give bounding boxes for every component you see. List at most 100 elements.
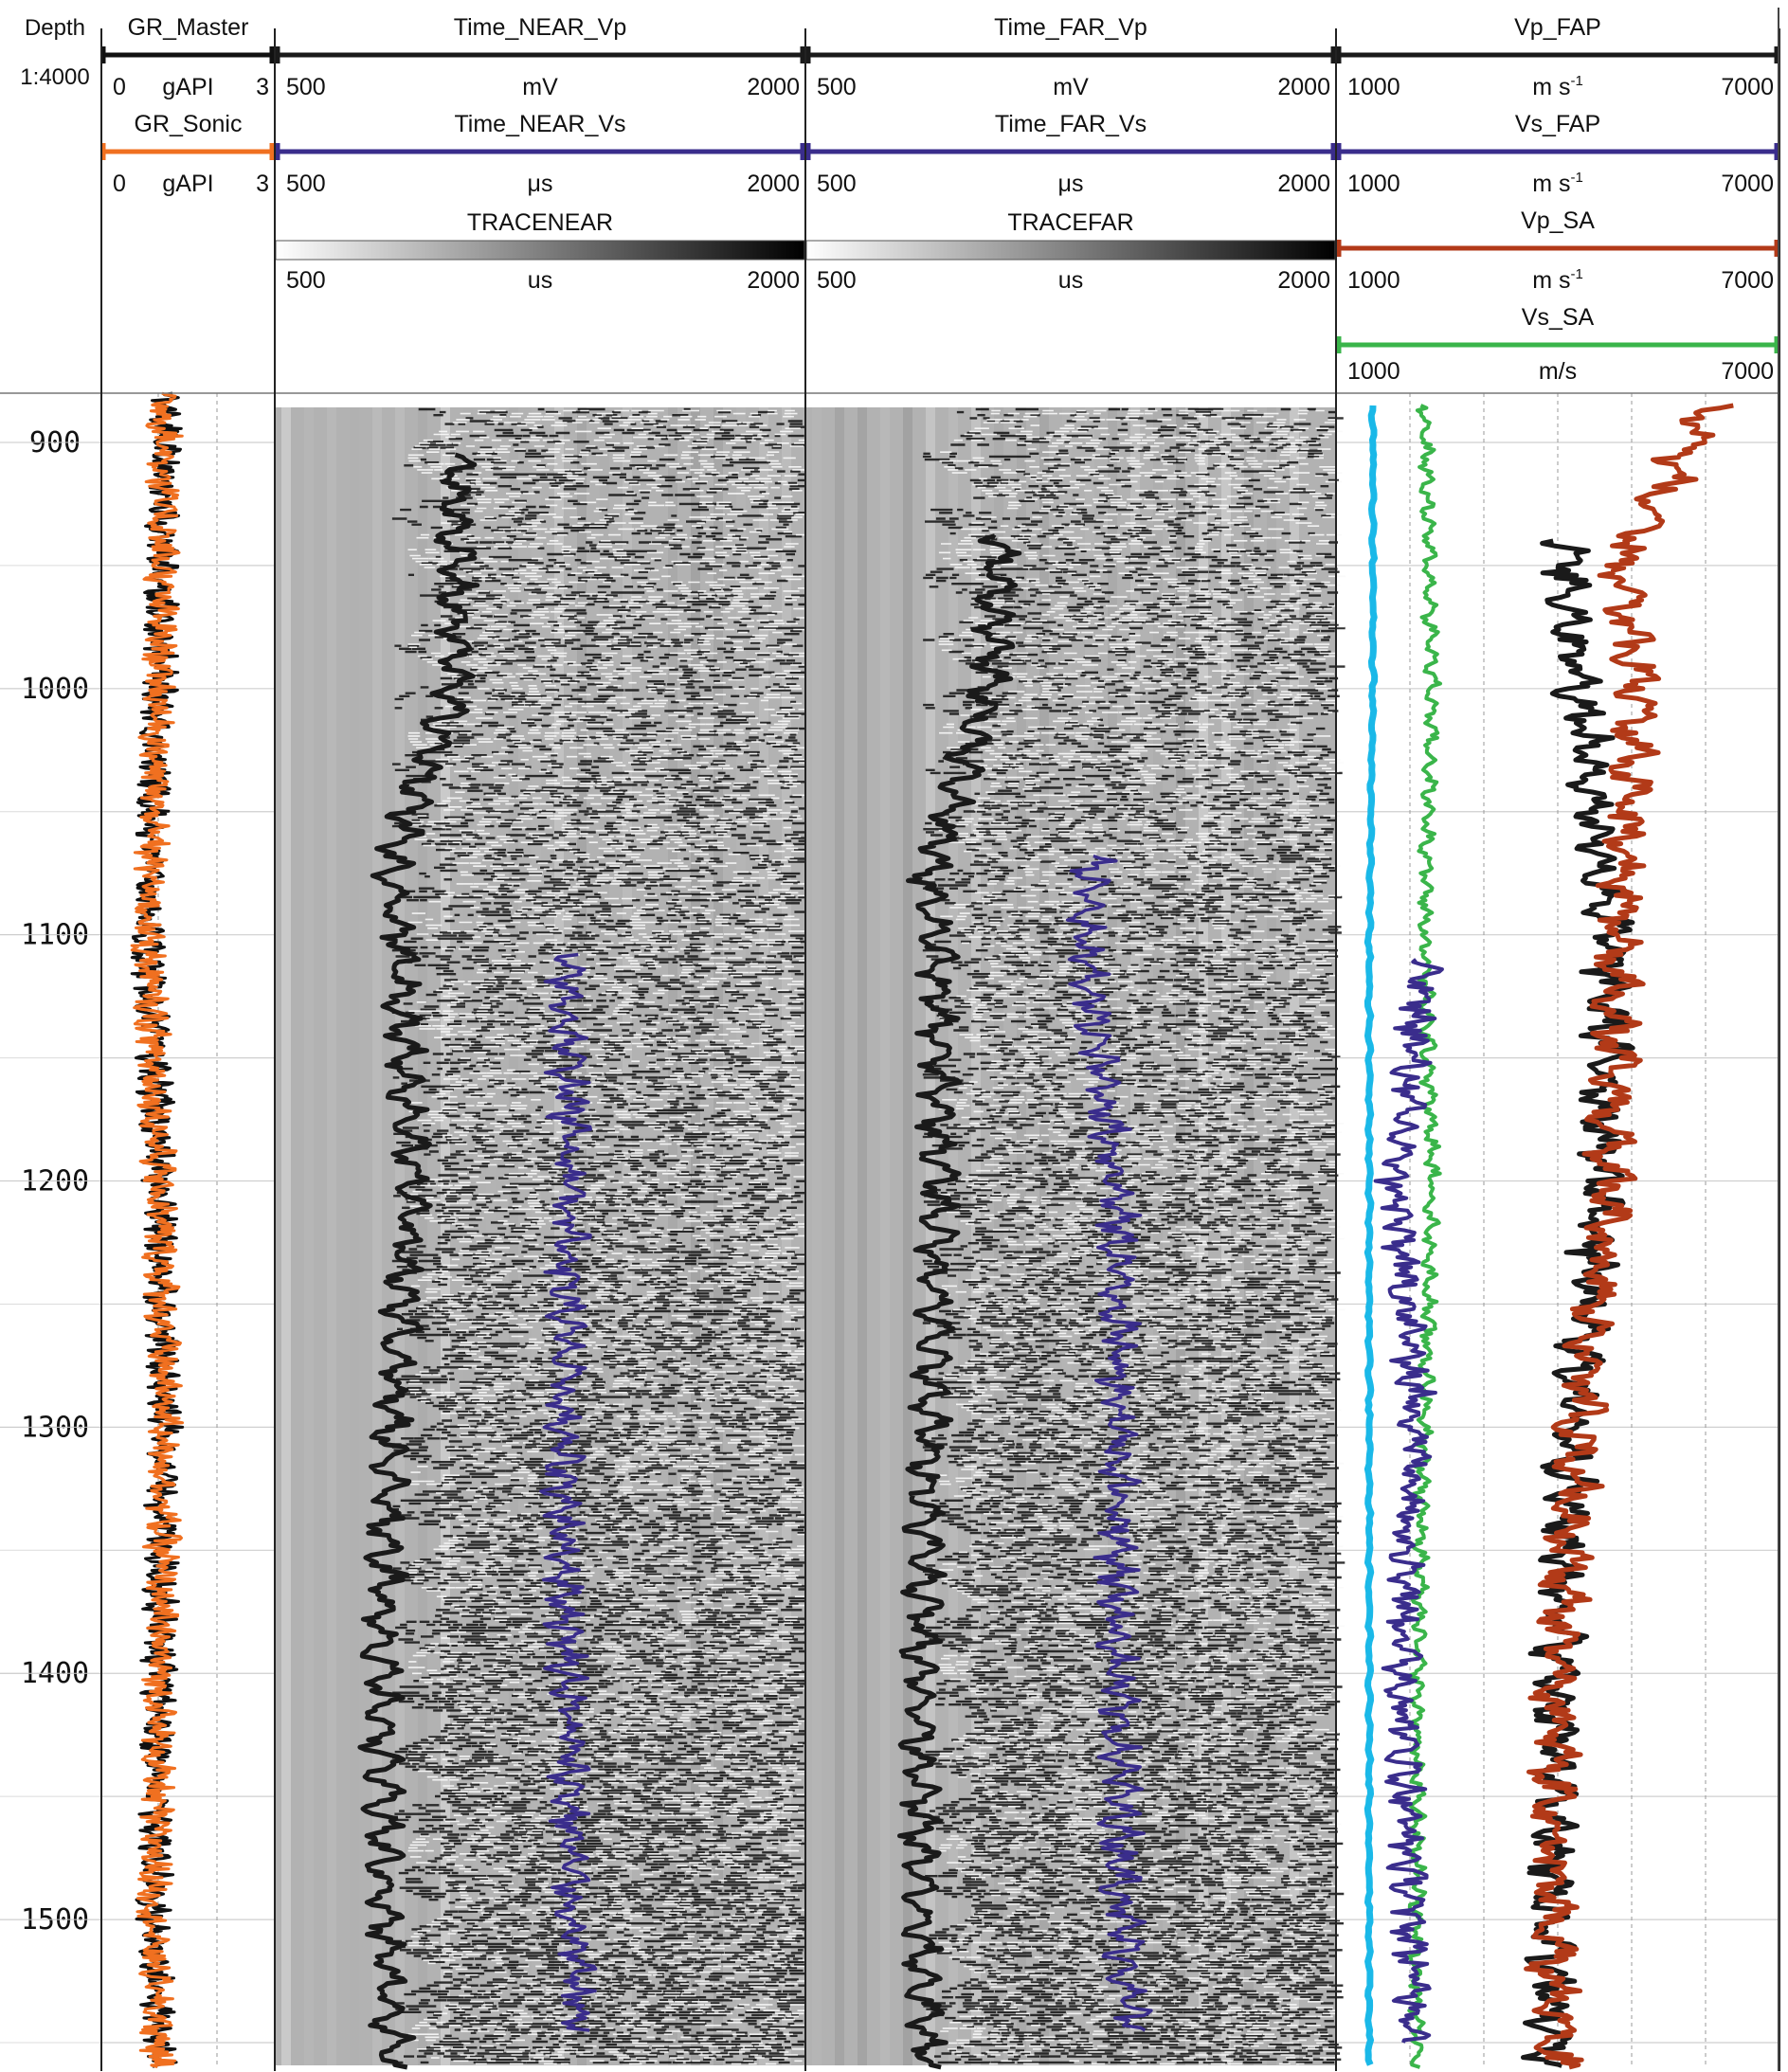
image-min-label: 500 <box>286 267 326 294</box>
curve-unit-label: μs <box>528 171 553 197</box>
seismic-reflections-light <box>938 409 1346 2065</box>
curve-min-label: 500 <box>286 171 326 197</box>
curve-header-time-near-vp: Time_NEAR_Vp 500 2000 mV <box>275 14 805 100</box>
curve-time-far-vs <box>1065 854 1153 2032</box>
seismic-band <box>668 407 677 2065</box>
seismic-band <box>858 407 867 2065</box>
seismic-band <box>372 407 382 2065</box>
seismic-band <box>304 407 314 2065</box>
image-colorbar <box>805 240 1336 261</box>
curve-min-label: 500 <box>817 74 857 100</box>
seismic-band <box>645 407 655 2065</box>
seismic-band <box>971 407 981 2065</box>
curve-header-gr-sonic: GR_Sonic 0 3 gAPI <box>100 111 275 197</box>
image-name: TRACENEAR <box>467 209 613 236</box>
seismic-band <box>1267 407 1276 2065</box>
log-header: Depth 1:4000 GR_Master 0 3 gAPI GR_Sonic 0 3 gA… <box>20 14 1779 385</box>
curve-unit-label: m/s <box>1539 358 1577 385</box>
seismic-band <box>926 407 935 2065</box>
seismic-reflections-light <box>407 409 815 2065</box>
curve-header-vp-sa: Vp_SA 1000 7000 m s-1 <box>1336 207 1779 294</box>
image-max-label: 2000 <box>747 267 800 294</box>
curve-header-vs-fap: Vs_FAP 1000 7000 m s-1 <box>1336 111 1779 197</box>
curve-headers: GR_Master 0 3 gAPI GR_Sonic 0 3 gAPI Time_NEAR_V… <box>100 14 1779 385</box>
seismic-band <box>623 407 632 2065</box>
seismic-band <box>880 407 890 2065</box>
curve-header-time-far-vp: Time_FAR_Vp 500 2000 mV <box>805 14 1336 100</box>
curve-name: Vp_FAP <box>1514 14 1601 41</box>
curve-time-near-vp <box>357 452 480 2070</box>
depth-scale-label: 1:4000 <box>20 64 89 90</box>
curve-name: Vs_FAP <box>1515 111 1600 137</box>
seismic-image-near <box>276 407 816 2065</box>
seismic-band <box>736 407 746 2065</box>
curve-max-label: 7000 <box>1721 171 1774 197</box>
curve-unit-label: m s-1 <box>1532 170 1583 197</box>
curve-vs-extra <box>1364 405 1379 2066</box>
seismic-band <box>1108 407 1117 2065</box>
curve-name: Vp_SA <box>1521 207 1595 234</box>
curve-vs-fap <box>1373 958 1444 2044</box>
curve-min-label: 1000 <box>1347 358 1400 385</box>
seismic-band <box>812 407 822 2065</box>
curve-name: GR_Master <box>128 14 249 41</box>
seismic-band <box>395 407 405 2065</box>
curve-max-label: 2000 <box>747 74 800 100</box>
curve-unit-label: gAPI <box>162 74 213 100</box>
curve-min-label: 1000 <box>1347 267 1400 294</box>
seismic-band <box>1153 407 1163 2065</box>
curve-min-label: 0 <box>113 171 126 197</box>
curve-name: Time_FAR_Vs <box>995 111 1147 137</box>
curve-min-label: 1000 <box>1347 171 1400 197</box>
seismic-band <box>281 407 291 2065</box>
curve-max-label: 2000 <box>747 171 800 197</box>
seismic-band <box>782 407 791 2065</box>
seismic-band <box>1017 407 1026 2065</box>
image-header-tracenear: TRACENEAR 500 2000 us <box>275 209 805 294</box>
seismic-image-far <box>806 407 1346 2065</box>
curve-header-vp-fap: Vp_FAP 1000 7000 m s-1 <box>1336 14 1779 100</box>
curves <box>130 391 1734 2070</box>
curve-max-label: 2000 <box>1277 171 1330 197</box>
seismic-band <box>903 407 912 2065</box>
curve-unit-label: mV <box>522 74 558 100</box>
image-max-label: 2000 <box>1277 267 1330 294</box>
track-frames <box>0 8 1780 2071</box>
curve-max-label: 7000 <box>1721 358 1774 385</box>
curve-unit-label: mV <box>1053 74 1089 100</box>
image-headers: TRACENEAR 500 2000 us TRACEFAR 500 2000 us <box>275 209 1336 294</box>
curve-min-label: 0 <box>113 74 126 100</box>
curve-name: GR_Sonic <box>135 111 243 137</box>
depth-label: Depth <box>25 15 85 41</box>
seismic-band <box>1062 407 1072 2065</box>
curve-gr-master <box>130 391 185 2068</box>
image-name: TRACEFAR <box>1007 209 1133 236</box>
seismic-band <box>835 407 844 2065</box>
curve-min-label: 500 <box>286 74 326 100</box>
curve-unit-label: m s-1 <box>1532 266 1583 294</box>
curve-min-label: 1000 <box>1347 74 1400 100</box>
curve-name: Vs_SA <box>1522 304 1595 331</box>
curve-unit-label: m s-1 <box>1532 73 1583 100</box>
curve-header-vs-sa: Vs_SA 1000 7000 m/s <box>1336 304 1779 385</box>
seismic-band <box>418 407 427 2065</box>
curve-name: Time_FAR_Vp <box>994 14 1147 41</box>
image-header-tracefar: TRACEFAR 500 2000 us <box>805 209 1336 294</box>
curve-gr-sonic <box>130 391 185 2068</box>
seismic-band <box>1199 407 1208 2065</box>
curve-max-label: 3 <box>256 74 269 100</box>
curve-name: Time_NEAR_Vp <box>454 14 626 41</box>
seismic-reflections-dark <box>922 407 1346 2064</box>
curve-max-label: 7000 <box>1721 74 1774 100</box>
curve-name: Time_NEAR_Vs <box>454 111 625 137</box>
curve-unit-label: μs <box>1058 171 1084 197</box>
curve-time-far-vp <box>897 533 1022 2070</box>
seismic-band <box>994 407 1003 2065</box>
curve-max-label: 7000 <box>1721 267 1774 294</box>
curve-max-label: 3 <box>256 171 269 197</box>
curve-max-label: 2000 <box>1277 74 1330 100</box>
curve-header-time-far-vs: Time_FAR_Vs 500 2000 μs <box>805 111 1336 197</box>
